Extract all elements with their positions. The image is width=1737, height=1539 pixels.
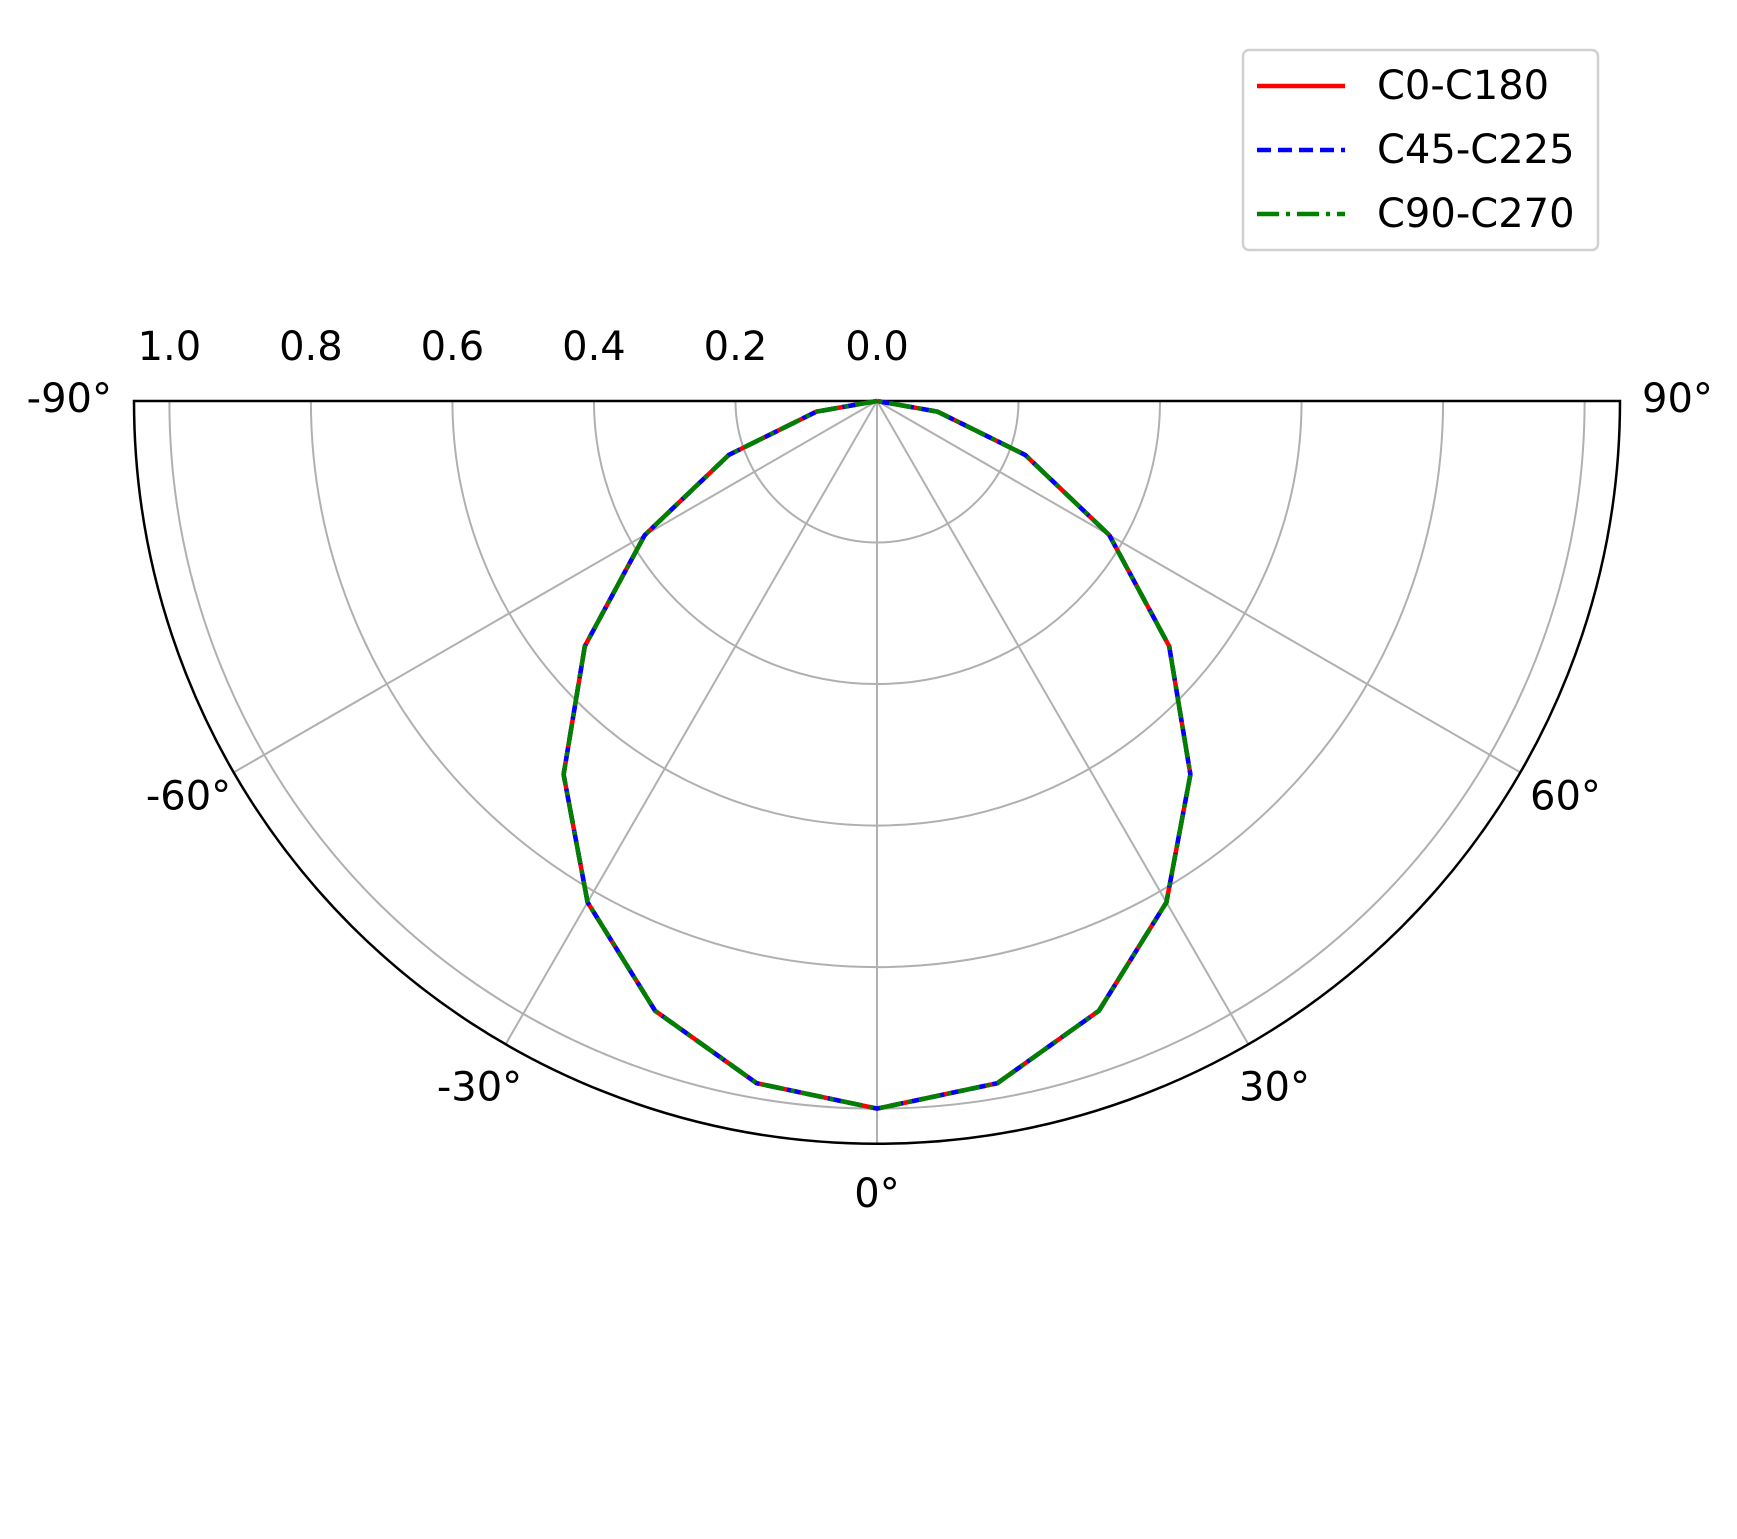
polar-frame xyxy=(132,399,1622,1146)
r-tick-label: 0.0 xyxy=(845,324,909,370)
grid-line xyxy=(504,400,878,1045)
legend-label: C0-C180 xyxy=(1377,63,1549,109)
theta-tick-label: 90° xyxy=(1642,376,1713,422)
theta-tick-label: 30° xyxy=(1239,1064,1310,1110)
series-line xyxy=(561,398,1193,1111)
grid-line xyxy=(876,400,1250,1045)
legend-box xyxy=(1241,48,1600,252)
r-tick-label: 0.2 xyxy=(704,324,768,370)
legend-label: C45-C225 xyxy=(1377,127,1575,173)
legend-label: C90-C270 xyxy=(1377,191,1575,237)
theta-tick-label: -30° xyxy=(437,1064,522,1110)
r-tick-label: 0.4 xyxy=(562,324,626,370)
theta-tick-label: -60° xyxy=(146,774,231,820)
r-tick-label: 0.6 xyxy=(421,324,485,370)
theta-tick-label: 0° xyxy=(854,1171,899,1217)
grid-line xyxy=(233,400,878,774)
grid-line xyxy=(876,400,1521,774)
r-tick-label: 0.8 xyxy=(279,324,343,370)
theta-tick-label: 60° xyxy=(1530,774,1601,820)
r-tick-label: 1.0 xyxy=(138,324,202,370)
theta-tick-label: -90° xyxy=(27,376,112,422)
